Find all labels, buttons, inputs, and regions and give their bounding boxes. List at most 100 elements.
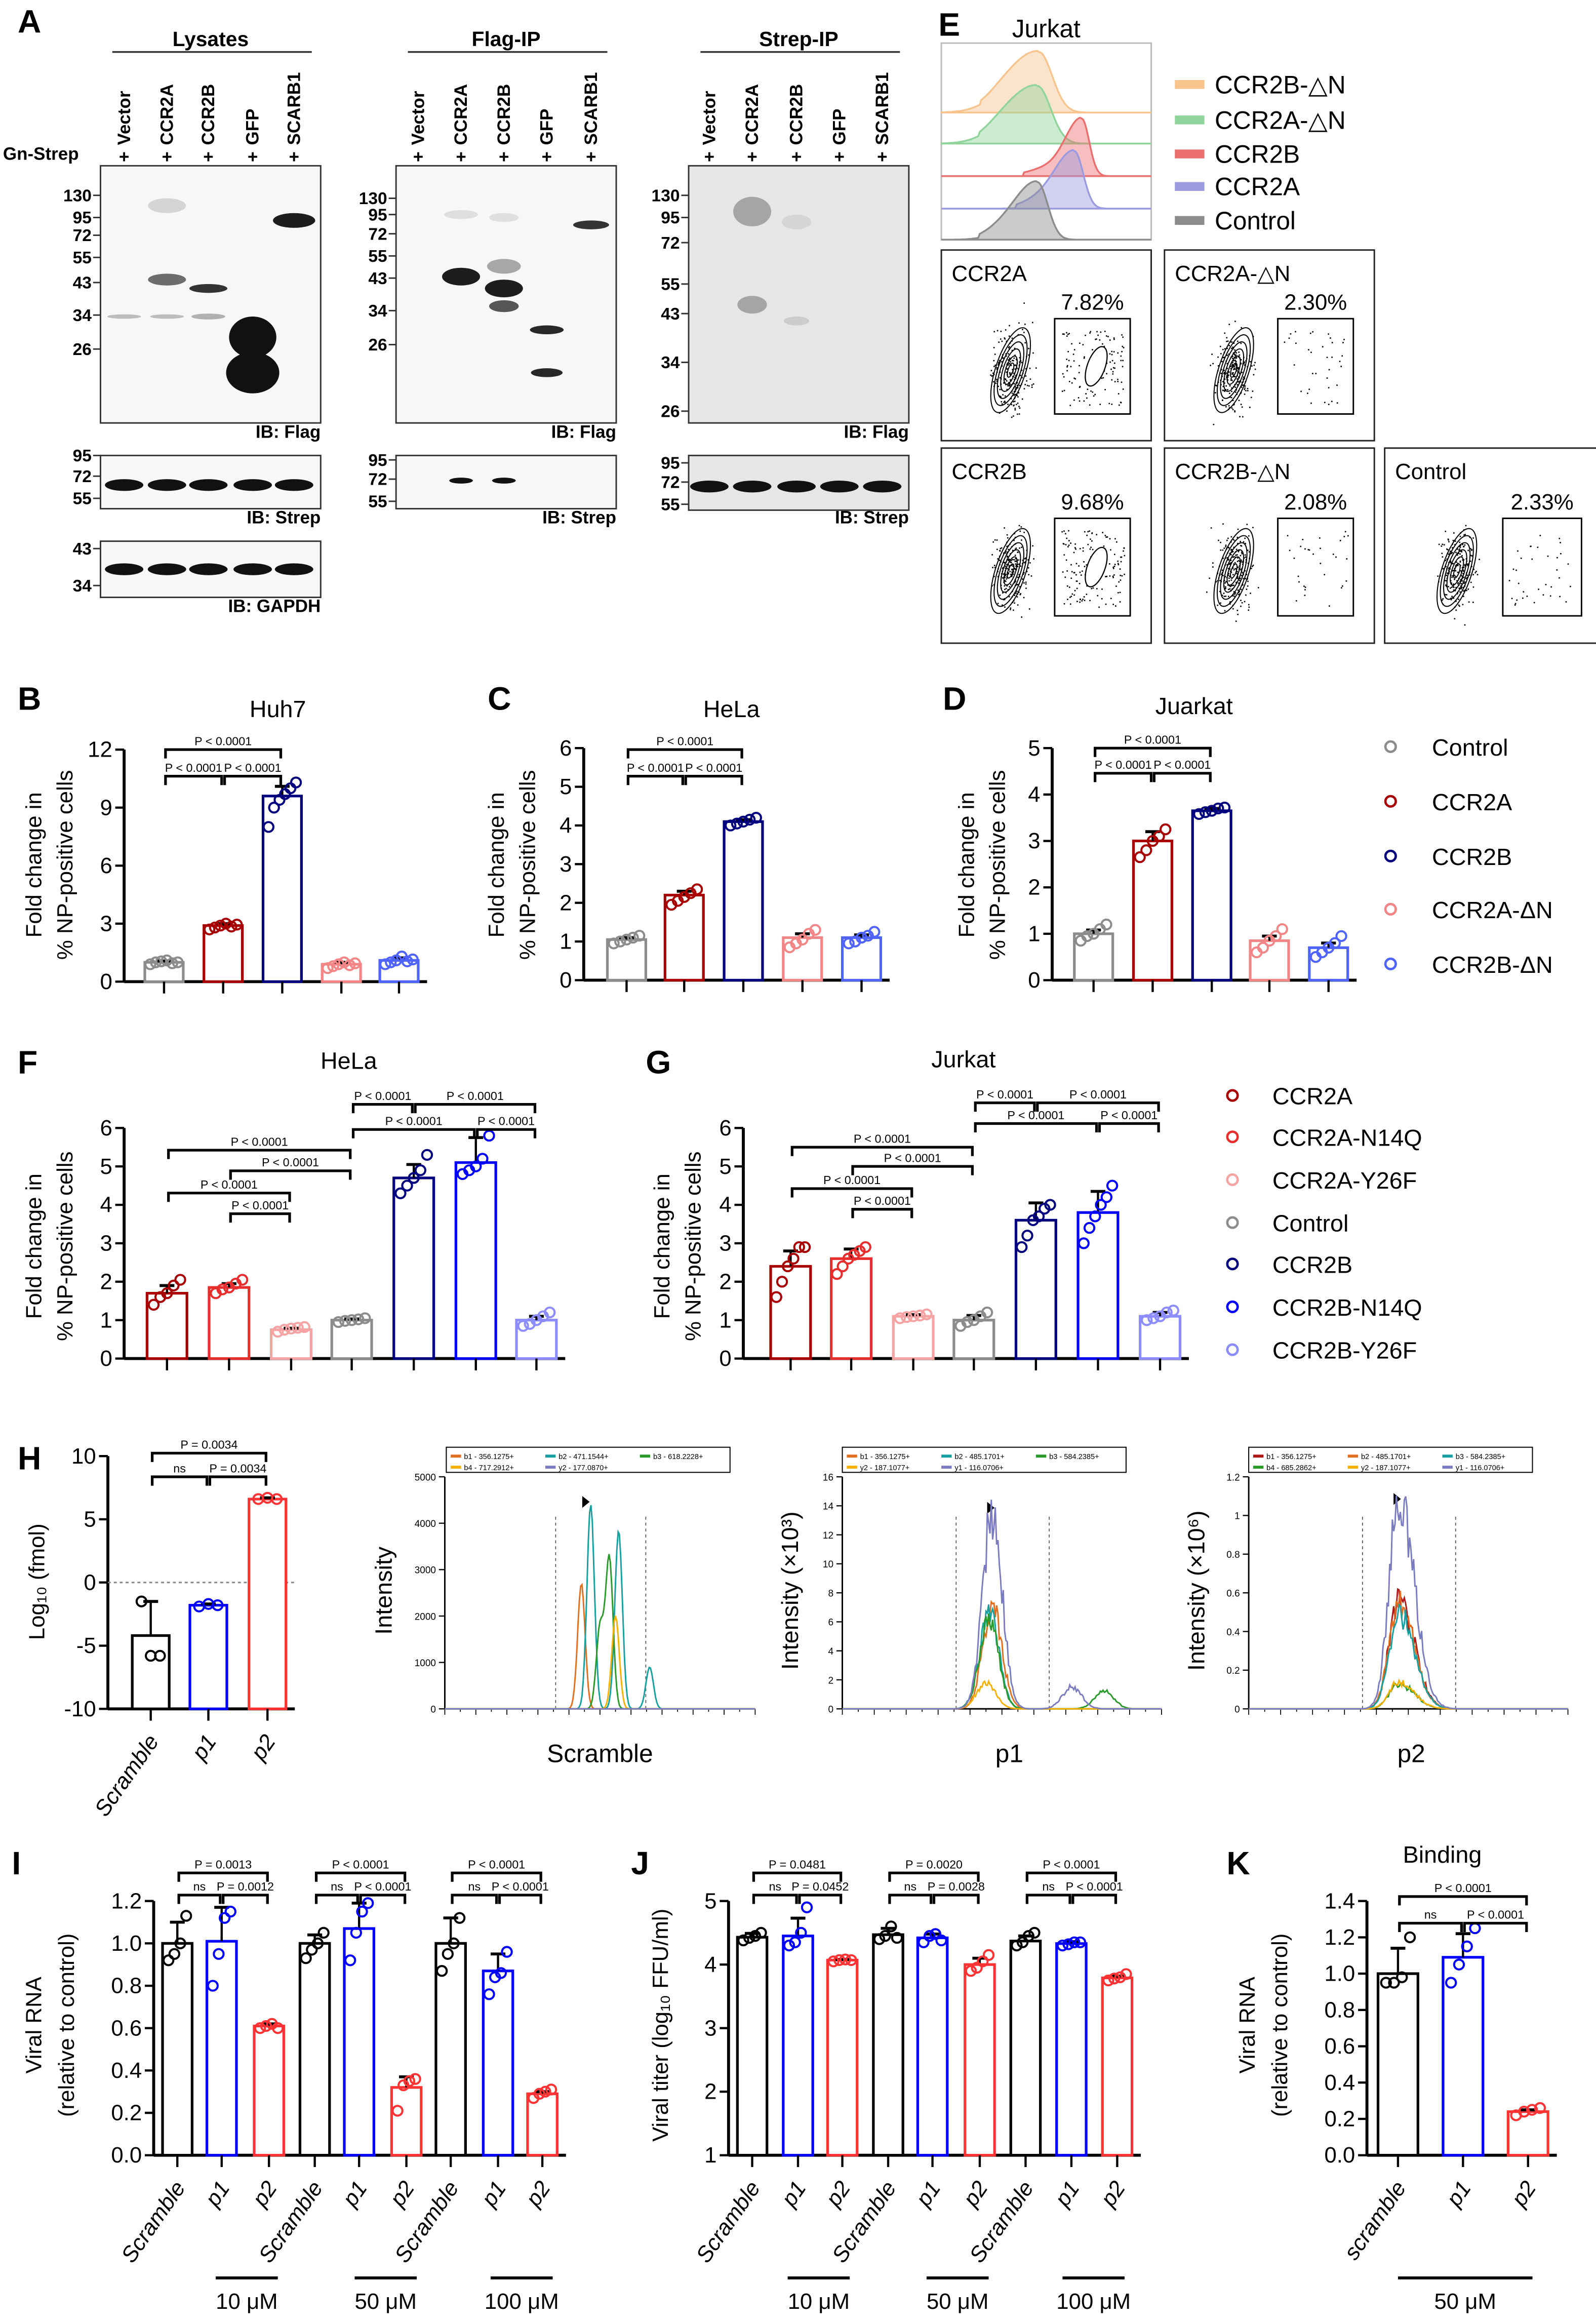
event-dot: [1005, 395, 1006, 397]
event-dot: [1217, 365, 1219, 367]
event-dot: [998, 364, 999, 366]
event-dot: [1087, 388, 1089, 390]
event-dot: [999, 361, 1001, 363]
event-dot: [1472, 537, 1474, 539]
event-dot: [1514, 604, 1516, 606]
significance-bracket: [476, 1128, 537, 1138]
data-point: [770, 1291, 782, 1303]
transition-trace: [842, 1599, 1162, 1710]
event-dot: [1003, 402, 1005, 403]
mw-marker: 130: [652, 186, 680, 205]
event-dot: [1243, 557, 1245, 559]
event-dot: [1063, 333, 1065, 335]
event-dot: [1075, 563, 1078, 565]
legend-label: CCR2B: [1432, 844, 1512, 870]
event-dot: [1070, 596, 1072, 597]
event-dot: [1007, 556, 1008, 558]
data-point: [855, 931, 868, 944]
event-dot: [1024, 324, 1026, 325]
y-tick-label: 0.4: [1226, 1627, 1240, 1638]
ib-label: IB: Flag: [256, 422, 321, 442]
event-dot: [1120, 579, 1122, 581]
event-dot: [1224, 332, 1226, 334]
event-dot: [1110, 598, 1112, 600]
event-dot: [1095, 338, 1096, 340]
mw-marker: 26: [368, 336, 387, 355]
event-dot: [1092, 548, 1094, 550]
event-dot: [1460, 583, 1462, 584]
event-dot: [1538, 588, 1539, 590]
event-dot: [1250, 568, 1252, 569]
gate-box: [1277, 518, 1354, 617]
event-dot: [1003, 573, 1005, 575]
event-dot: [994, 567, 996, 569]
event-dot: [1105, 536, 1107, 538]
event-dot: [1117, 563, 1119, 565]
event-dot: [1074, 589, 1076, 592]
legend-marker: [1384, 957, 1397, 970]
legend-marker: [1384, 795, 1397, 808]
event-dot: [1011, 569, 1013, 571]
event-dot: [1227, 584, 1229, 586]
event-dot: [1024, 342, 1026, 344]
event-dot: [1346, 558, 1348, 560]
event-dot: [1123, 547, 1125, 549]
event-dot: [1236, 610, 1239, 611]
event-dot: [1239, 354, 1241, 356]
gate-percent: 2.33%: [1511, 490, 1574, 515]
event-dot: [1211, 353, 1213, 355]
event-dot: [1004, 401, 1006, 403]
event-dot: [1112, 566, 1114, 568]
event-dot: [1014, 582, 1016, 583]
y-tick-label: 6: [100, 1116, 112, 1140]
event-dot: [1063, 554, 1065, 556]
event-dot: [1021, 362, 1023, 364]
event-dot: [1537, 546, 1539, 548]
event-dot: [1002, 394, 1004, 396]
x-tick-label: Scramble: [691, 2177, 765, 2268]
event-dot: [1014, 401, 1016, 402]
p-value-label: P < 0.0001: [165, 761, 222, 774]
event-dot: [1236, 536, 1239, 538]
event-dot: [1315, 373, 1317, 374]
event-dot: [1227, 379, 1229, 381]
data-point: [1078, 1237, 1090, 1249]
event-dot: [1459, 591, 1461, 593]
data-point: [394, 1187, 407, 1199]
y-tick-label: 6: [560, 736, 572, 761]
event-dot: [1452, 540, 1454, 541]
significance-bracket: [1398, 1921, 1463, 1932]
event-dot: [999, 371, 1001, 373]
event-dot: [1304, 589, 1306, 591]
event-dot: [1123, 347, 1125, 348]
event-dot: [1452, 575, 1454, 577]
event-dot: [1084, 356, 1085, 358]
significance-bracket: [974, 1102, 1036, 1112]
event-dot: [1015, 394, 1017, 395]
event-dot: [1062, 373, 1064, 375]
event-dot: [993, 347, 995, 348]
data-point: [614, 935, 626, 948]
event-dot: [1063, 389, 1065, 391]
lane-label: SCARB1: [872, 72, 892, 145]
event-dot: [1232, 346, 1234, 348]
event-dot: [1565, 601, 1567, 603]
significance-bracket: [314, 1871, 407, 1882]
event-dot: [1246, 574, 1248, 575]
event-dot: [1013, 539, 1015, 541]
event-dot: [1234, 376, 1236, 377]
event-dot: [1242, 561, 1244, 563]
event-dot: [1459, 561, 1461, 563]
protein-band: [485, 280, 523, 298]
event-dot: [1239, 373, 1241, 375]
p-value-label: P < 0.0001: [1153, 758, 1211, 771]
event-dot: [1115, 605, 1116, 607]
event-dot: [1232, 372, 1234, 374]
event-dot: [1451, 582, 1453, 584]
event-dot: [1241, 386, 1243, 388]
event-dot: [1559, 537, 1561, 539]
event-dot: [1466, 574, 1468, 576]
event-dot: [1028, 385, 1030, 387]
event-dot: [1232, 400, 1234, 401]
event-dot: [1234, 354, 1236, 356]
